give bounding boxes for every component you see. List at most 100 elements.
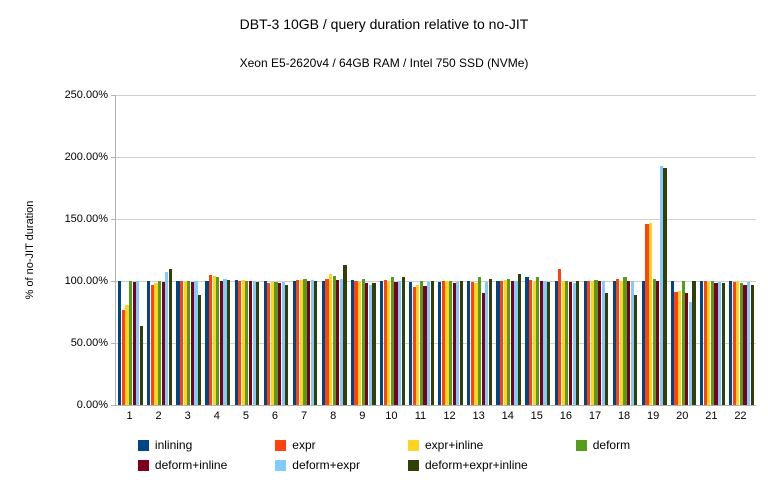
- bar-deform+expr+inline-q18: [634, 294, 638, 405]
- bar-deform-q10: [390, 277, 394, 405]
- bar-deform+expr+inline-q4: [227, 279, 231, 405]
- x-tick-label: 14: [501, 410, 514, 422]
- bar-deform+inline-q12: [452, 283, 456, 405]
- bar-deform+expr+inline-q3: [197, 294, 202, 405]
- bar-deform+expr+inline-q8: [343, 264, 347, 405]
- bar-deform-q7: [303, 278, 307, 405]
- bar-deform+inline-q21: [714, 283, 718, 405]
- bar-deform+expr-q7: [310, 279, 314, 405]
- bar-deform+expr-q14: [514, 281, 518, 405]
- bar-deform+expr-q4: [223, 278, 227, 405]
- bar-expr-q8: [325, 278, 329, 405]
- bar-deform+inline-q7: [307, 281, 311, 405]
- bar-deform-q9: [361, 278, 365, 405]
- chart-title: DBT-3 10GB / query duration relative to …: [239, 16, 529, 32]
- bar-expr+inline-q9: [358, 282, 362, 405]
- x-tick-label: 19: [647, 410, 660, 422]
- legend-item-deform+inline: deform+inline: [137, 458, 227, 472]
- bar-expr-q21: [703, 281, 707, 405]
- bar-expr-q13: [470, 282, 475, 405]
- bar-deform+inline-q8: [336, 279, 340, 405]
- bar-deform+expr-q5: [252, 281, 256, 405]
- bar-deform+inline-q4: [219, 281, 223, 405]
- x-tick-label: 5: [242, 410, 249, 422]
- bar-expr+inline-q15: [532, 281, 536, 405]
- x-tick-label: 11: [414, 410, 427, 422]
- y-tick-label: 200.00%: [64, 151, 108, 163]
- bar-expr-q6: [267, 283, 271, 405]
- bar-deform+expr-q20: [688, 302, 693, 405]
- legend-item-deform+expr: deform+expr: [275, 458, 360, 472]
- bar-deform+expr-q18: [630, 281, 634, 405]
- bar-expr+inline-q21: [707, 282, 711, 405]
- bar-expr-q10: [383, 279, 387, 405]
- bar-expr-q22: [732, 282, 736, 405]
- bar-deform+expr+inline-q12: [459, 281, 463, 405]
- bar-deform+expr-q21: [717, 282, 722, 405]
- bar-deform-q17: [594, 279, 598, 405]
- legend-swatch: [407, 439, 419, 451]
- bar-expr-q18: [616, 278, 620, 405]
- bar-deform-q4: [216, 277, 220, 405]
- bar-expr+inline-q19: [648, 222, 653, 405]
- bar-inlining-q19: [641, 281, 645, 405]
- legend-swatch: [137, 439, 149, 451]
- x-tick-label: 1: [126, 410, 133, 422]
- bar-inlining-q12: [438, 282, 442, 405]
- bar-deform+expr+inline-q10: [401, 277, 405, 405]
- bar-deform+expr+inline-q17: [605, 293, 609, 405]
- y-tick-mark: [111, 95, 115, 96]
- chart-subtitle: Xeon E5-2620v4 / 64GB RAM / Intel 750 SS…: [239, 56, 529, 70]
- y-tick-mark: [111, 405, 115, 406]
- y-tick-label: 250.00%: [64, 89, 108, 101]
- bar-deform-q2: [158, 281, 162, 405]
- bar-expr+inline-q8: [328, 273, 333, 405]
- x-tick-label: 20: [676, 410, 689, 422]
- bar-deform+expr+inline-q9: [372, 283, 376, 405]
- x-tick-label: 13: [472, 410, 485, 422]
- x-tick-label: 9: [359, 410, 366, 422]
- legend-item-inlining: inlining: [137, 438, 227, 452]
- bar-deform+expr+inline-q6: [285, 284, 289, 405]
- legend-item-expr: expr: [275, 438, 360, 452]
- bar-inlining-q4: [205, 281, 209, 405]
- bar-deform+inline-q19: [656, 281, 660, 405]
- bar-deform+inline-q15: [539, 281, 543, 405]
- bar-deform-q21: [710, 281, 714, 405]
- legend-swatch: [575, 439, 587, 451]
- bar-deform-q5: [245, 281, 249, 405]
- bar-deform-q3: [187, 281, 191, 405]
- bar-expr+inline-q14: [503, 279, 507, 405]
- bar-deform+expr+inline-q21: [721, 283, 725, 405]
- bar-deform+expr+inline-q22: [750, 284, 754, 405]
- bar-deform+inline-q13: [481, 293, 485, 405]
- y-tick-label: 50.00%: [70, 337, 108, 349]
- legend-swatch: [407, 459, 419, 471]
- bar-expr+inline-q10: [387, 281, 391, 405]
- bar-inlining-q20: [670, 281, 675, 405]
- bar-expr+inline-q22: [736, 281, 740, 405]
- legend-swatch: [137, 459, 149, 471]
- x-tick-label: 12: [443, 410, 456, 422]
- bar-expr-q17: [587, 281, 591, 405]
- bar-expr+inline-q12: [445, 281, 449, 405]
- bar-deform-q19: [652, 278, 656, 405]
- legend-item-deform: deform: [575, 438, 630, 452]
- x-tick-label: 7: [301, 410, 308, 422]
- x-tick-label: 21: [705, 410, 718, 422]
- bar-deform+inline-q14: [510, 281, 514, 405]
- bar-expr-q12: [441, 281, 445, 405]
- bar-deform+expr+inline-q11: [430, 281, 434, 405]
- x-tick-label: 15: [530, 410, 543, 422]
- bar-inlining-q5: [234, 279, 238, 405]
- bar-expr+inline-q18: [619, 281, 624, 405]
- bar-deform-q8: [332, 276, 336, 405]
- bar-expr+inline-q7: [299, 279, 304, 405]
- gridline: [116, 157, 756, 158]
- bar-expr+inline-q11: [416, 284, 420, 405]
- x-tick-label: 18: [617, 410, 631, 422]
- bar-deform-q11: [419, 281, 424, 405]
- bar-inlining-q10: [379, 281, 384, 405]
- bar-expr-q4: [209, 274, 213, 405]
- bar-inlining-q15: [525, 277, 529, 405]
